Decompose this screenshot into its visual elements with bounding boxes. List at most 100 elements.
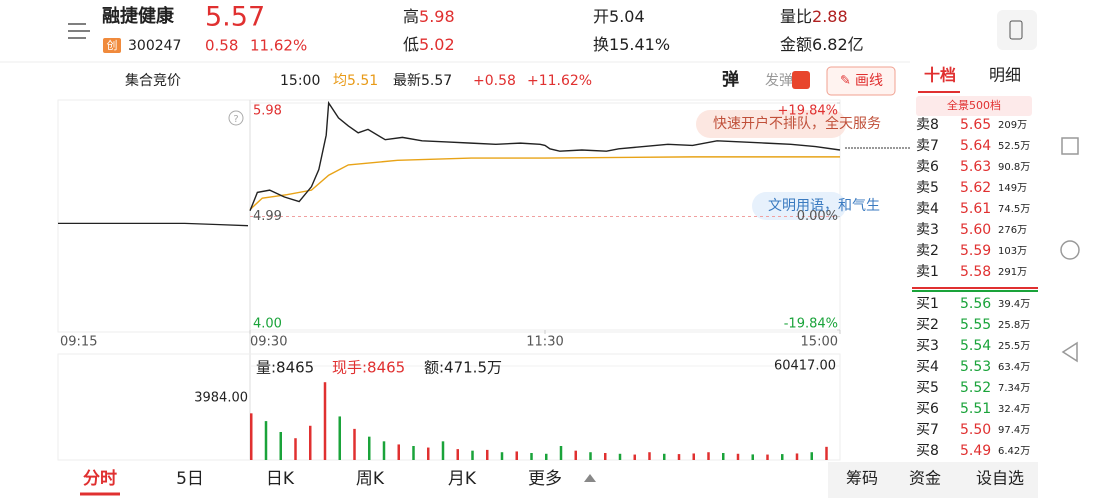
danmaku-toggle[interactable]: 弹 [722,69,739,90]
volume-bar [486,449,489,460]
book-price: 5.64 [960,138,991,154]
book-volume: 97.4万 [998,425,1030,436]
volume-bar [368,436,371,460]
volume-readout: 量:8465 [256,359,314,377]
y-tick-label: 4.99 [253,209,282,224]
help-mark: ? [233,114,238,125]
y-tick-label: 4.00 [253,317,282,332]
volume-bar [677,454,681,460]
stat: 开5.04 [593,7,645,26]
volume-bar [250,413,253,460]
volume-bar [589,452,592,460]
book-level: 买4 [916,359,939,375]
book-volume: 6.42万 [998,446,1030,457]
avg-price: 均5.51 [333,73,378,89]
stat: 金额6.82亿 [780,35,864,54]
bottom-tab[interactable]: 5日 [176,469,204,489]
draw-label[interactable]: 画线 [855,73,883,89]
stat-label: 开 [593,7,609,26]
auction-volume-label: 3984.00 [194,391,248,406]
volume-bar [323,382,327,460]
help-icon[interactable] [228,110,244,126]
y2-tick-label: -19.84% [784,317,838,332]
volume-bar [412,445,415,460]
draw-button[interactable] [826,66,896,96]
hand-readout: 现手:8465 [332,359,405,377]
book-volume: 32.4万 [998,404,1030,415]
more-arrow [584,474,596,482]
book-volume: 25.8万 [998,320,1030,331]
stat-value: 5.02 [419,35,455,54]
book-level: 买1 [916,296,939,312]
depth-button[interactable] [916,96,1032,116]
bottom-button[interactable]: 筹码 [846,469,878,488]
book-level: 卖7 [916,138,939,154]
book-level: 买6 [916,401,939,417]
volume-bar [633,454,636,460]
bottom-tab[interactable]: 日K [266,469,295,489]
book-level: 卖2 [916,243,939,259]
gift-icon [792,71,810,89]
tab[interactable]: 明细 [989,66,1021,85]
stat-label: 高 [403,7,419,26]
book-level: 卖5 [916,180,939,196]
tab[interactable]: 十档 [924,66,956,85]
book-volume: 74.5万 [998,204,1030,215]
menu-icon[interactable] [68,23,90,39]
book-volume: 103万 [998,246,1027,257]
book-level: 卖4 [916,201,939,217]
book-level: 买5 [916,380,939,396]
depth-label[interactable]: 全景500档 [947,98,1001,112]
book-volume: 7.34万 [998,383,1030,394]
book-level: 卖8 [916,117,939,133]
volume-bar [309,425,312,460]
volume-frame [57,353,841,461]
volume-tick-label: 60417.00 [774,359,836,374]
bottom-tab[interactable]: 更多 [528,469,562,489]
bottom-button[interactable]: 资金 [909,469,941,488]
change: 0.58 [205,37,238,55]
book-volume: 90.8万 [998,162,1030,173]
book-volume: 39.4万 [998,299,1030,310]
toolbar-change-pct: +11.62% [527,73,592,89]
volume-bar [692,453,695,460]
volume-bar [648,452,651,460]
nav-recent[interactable] [1061,137,1079,155]
stat: 换15.41% [593,35,670,54]
device-button[interactable] [997,10,1037,50]
volume-bar [751,454,754,460]
nav-home[interactable] [1060,240,1080,260]
board-label: 创 [107,39,118,52]
avg-value: 5.51 [347,73,378,89]
book-price: 5.63 [960,159,991,175]
stat-label: 金额 [780,35,812,54]
stock-code: 300247 [128,38,181,54]
bottom-tab[interactable]: 周K [356,469,385,489]
session: 集合竞价 [125,72,181,89]
volume-bar [722,452,725,460]
volume-bar [353,428,356,460]
book-price: 5.56 [960,296,991,312]
auction-line [58,222,249,227]
book-volume: 209万 [998,120,1027,131]
stat-label: 低 [403,35,419,54]
book-price: 5.55 [960,317,991,333]
nav-back[interactable] [1061,341,1078,363]
send-danmaku[interactable]: 发弹 [765,73,793,89]
book-price: 5.65 [960,117,991,133]
volume-bar [294,438,297,460]
bottom-button[interactable]: 设自选 [976,469,1024,488]
volume-bar [264,421,268,460]
stat-value: 5.04 [609,7,645,26]
toolbar-change: +0.58 [473,73,516,89]
volume-bar [795,453,799,460]
volume-bar [766,454,769,460]
volume-bar [456,449,459,460]
stat-label: 换 [593,35,609,54]
latest-price: 最新5.57 [393,73,452,89]
bottom-tab[interactable]: 月K [448,469,477,489]
volume-bar [471,450,474,460]
volume-bar [279,431,282,460]
bottom-tab[interactable]: 分时 [83,469,117,489]
amount-readout: 额:471.5万 [424,359,502,377]
